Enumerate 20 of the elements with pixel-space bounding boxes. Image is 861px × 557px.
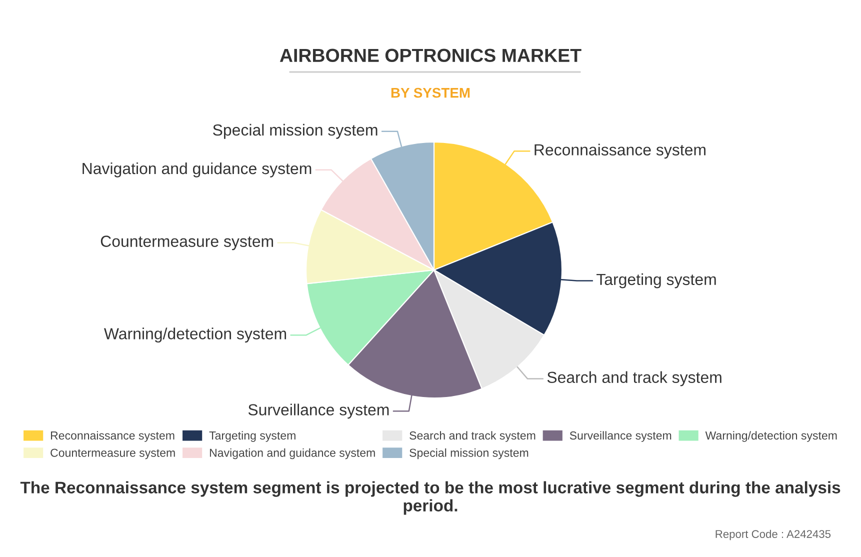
slice-label: Warning/detection system <box>104 328 286 343</box>
slice-label: Surveillance system <box>248 404 389 419</box>
text: Report Code : A242435 <box>716 530 831 540</box>
legend-label: Countermeasure system <box>50 448 175 460</box>
legend-label: Search and track system <box>410 431 536 442</box>
legend-label: Warning/detection system <box>705 431 837 442</box>
legend-label: Surveillance system <box>570 431 672 442</box>
legend-label: Navigation and guidance system <box>210 448 375 460</box>
slice-label: Countermeasure system <box>100 236 274 250</box>
chart-subtitle: BY SYSTEM <box>391 88 470 98</box>
slice-label: Special mission system <box>213 124 378 139</box>
text: The Reconnaissance system segment is projected to be the most lucrative segment during the analysis period. <box>20 481 840 515</box>
slice-label: Search and track system <box>547 371 722 386</box>
legend-label: Reconnaissance system <box>50 431 174 442</box>
legend-label: Targeting system <box>209 431 296 442</box>
slice-label: Reconnaissance system <box>534 144 706 159</box>
slice-label: Targeting system <box>596 273 716 288</box>
chart-title: AIRBORNE OPTRONICS MARKET <box>280 48 582 62</box>
slice-label: Navigation and guidance system <box>82 162 312 178</box>
legend-label: Special mission system <box>410 448 528 460</box>
